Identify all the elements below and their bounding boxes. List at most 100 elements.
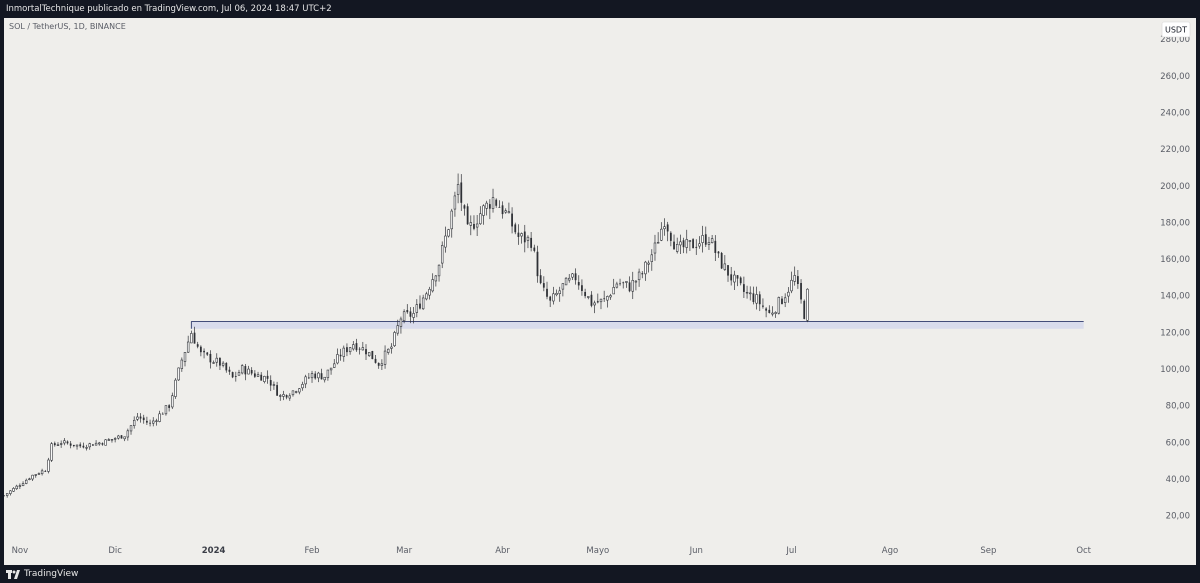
candle[interactable] xyxy=(714,235,717,262)
candle[interactable] xyxy=(581,279,583,296)
candle[interactable] xyxy=(387,348,390,355)
candle[interactable] xyxy=(225,362,228,373)
candle[interactable] xyxy=(31,474,34,481)
candle[interactable] xyxy=(612,278,615,295)
candle[interactable] xyxy=(762,298,764,309)
candle[interactable] xyxy=(129,425,133,435)
candle[interactable] xyxy=(123,436,126,442)
candle[interactable] xyxy=(132,416,136,429)
candle[interactable] xyxy=(317,371,320,383)
candle[interactable] xyxy=(28,477,31,481)
candle[interactable] xyxy=(272,381,276,390)
candle[interactable] xyxy=(4,495,5,497)
candle[interactable] xyxy=(212,360,215,364)
candle[interactable] xyxy=(406,304,409,314)
candle[interactable] xyxy=(367,352,371,357)
candle[interactable] xyxy=(66,440,69,445)
candle[interactable] xyxy=(348,347,352,355)
candle[interactable] xyxy=(260,372,263,381)
candle[interactable] xyxy=(44,469,47,472)
candle[interactable] xyxy=(301,381,304,391)
candle[interactable] xyxy=(720,251,723,270)
candle[interactable] xyxy=(285,394,288,400)
candle[interactable] xyxy=(75,444,79,450)
candle[interactable] xyxy=(781,295,783,305)
candle[interactable] xyxy=(323,376,326,383)
candle[interactable] xyxy=(69,441,72,449)
candle[interactable] xyxy=(98,441,101,446)
candle[interactable] xyxy=(158,410,161,423)
candle[interactable] xyxy=(637,268,641,287)
candle[interactable] xyxy=(450,208,453,238)
candle[interactable] xyxy=(453,191,457,217)
candle[interactable] xyxy=(698,236,701,249)
candle[interactable] xyxy=(355,338,358,352)
candle[interactable] xyxy=(704,226,707,247)
candle[interactable] xyxy=(209,350,212,369)
candle[interactable] xyxy=(558,286,561,302)
candle[interactable] xyxy=(288,393,291,401)
candle[interactable] xyxy=(777,296,781,315)
candle[interactable] xyxy=(596,293,599,304)
candle[interactable] xyxy=(520,232,523,244)
candle[interactable] xyxy=(682,237,685,254)
candle[interactable] xyxy=(587,296,590,300)
candle[interactable] xyxy=(647,260,650,273)
candle[interactable] xyxy=(240,364,244,375)
candle[interactable] xyxy=(574,268,577,285)
candle[interactable] xyxy=(669,231,672,247)
candle[interactable] xyxy=(437,264,441,282)
candle[interactable] xyxy=(488,199,491,220)
candle[interactable] xyxy=(374,355,377,364)
candle[interactable] xyxy=(774,311,777,318)
candle[interactable] xyxy=(136,413,139,422)
candle[interactable] xyxy=(796,270,799,289)
candle[interactable] xyxy=(723,255,727,271)
candle[interactable] xyxy=(339,348,342,361)
candle[interactable] xyxy=(752,286,755,305)
candle[interactable] xyxy=(47,457,50,474)
candle[interactable] xyxy=(421,294,425,311)
candle[interactable] xyxy=(495,198,498,208)
candle[interactable] xyxy=(402,309,406,324)
candle[interactable] xyxy=(530,231,533,252)
candle[interactable] xyxy=(12,487,15,492)
candle[interactable] xyxy=(441,241,444,269)
candle[interactable] xyxy=(203,348,205,359)
candle[interactable] xyxy=(352,341,355,351)
candle[interactable] xyxy=(710,234,714,244)
candle[interactable] xyxy=(314,371,317,380)
candle[interactable] xyxy=(56,442,60,447)
candle[interactable] xyxy=(50,442,53,463)
candle[interactable] xyxy=(479,206,482,225)
candle[interactable] xyxy=(564,277,568,286)
candle[interactable] xyxy=(34,474,37,478)
candle[interactable] xyxy=(765,307,768,318)
candle[interactable] xyxy=(37,472,41,475)
candle[interactable] xyxy=(237,369,241,376)
candle[interactable] xyxy=(333,359,336,369)
candle[interactable] xyxy=(695,239,698,255)
candle[interactable] xyxy=(447,228,450,238)
candle[interactable] xyxy=(533,244,536,253)
candle[interactable] xyxy=(758,291,761,312)
candle[interactable] xyxy=(463,204,466,216)
candle[interactable] xyxy=(434,275,438,287)
candle[interactable] xyxy=(193,326,196,344)
candle[interactable] xyxy=(768,305,771,314)
candle[interactable] xyxy=(425,291,428,301)
candle[interactable] xyxy=(517,224,520,245)
candle[interactable] xyxy=(390,343,393,354)
candle[interactable] xyxy=(415,299,419,318)
candle[interactable] xyxy=(787,287,790,303)
candle[interactable] xyxy=(101,442,104,446)
candle[interactable] xyxy=(221,361,225,368)
candle[interactable] xyxy=(504,208,507,214)
candle[interactable] xyxy=(94,440,98,446)
candle[interactable] xyxy=(250,367,253,376)
candle[interactable] xyxy=(126,428,130,441)
candle[interactable] xyxy=(679,234,682,255)
candle[interactable] xyxy=(40,468,44,476)
candle[interactable] xyxy=(501,201,504,219)
candle[interactable] xyxy=(149,419,151,427)
